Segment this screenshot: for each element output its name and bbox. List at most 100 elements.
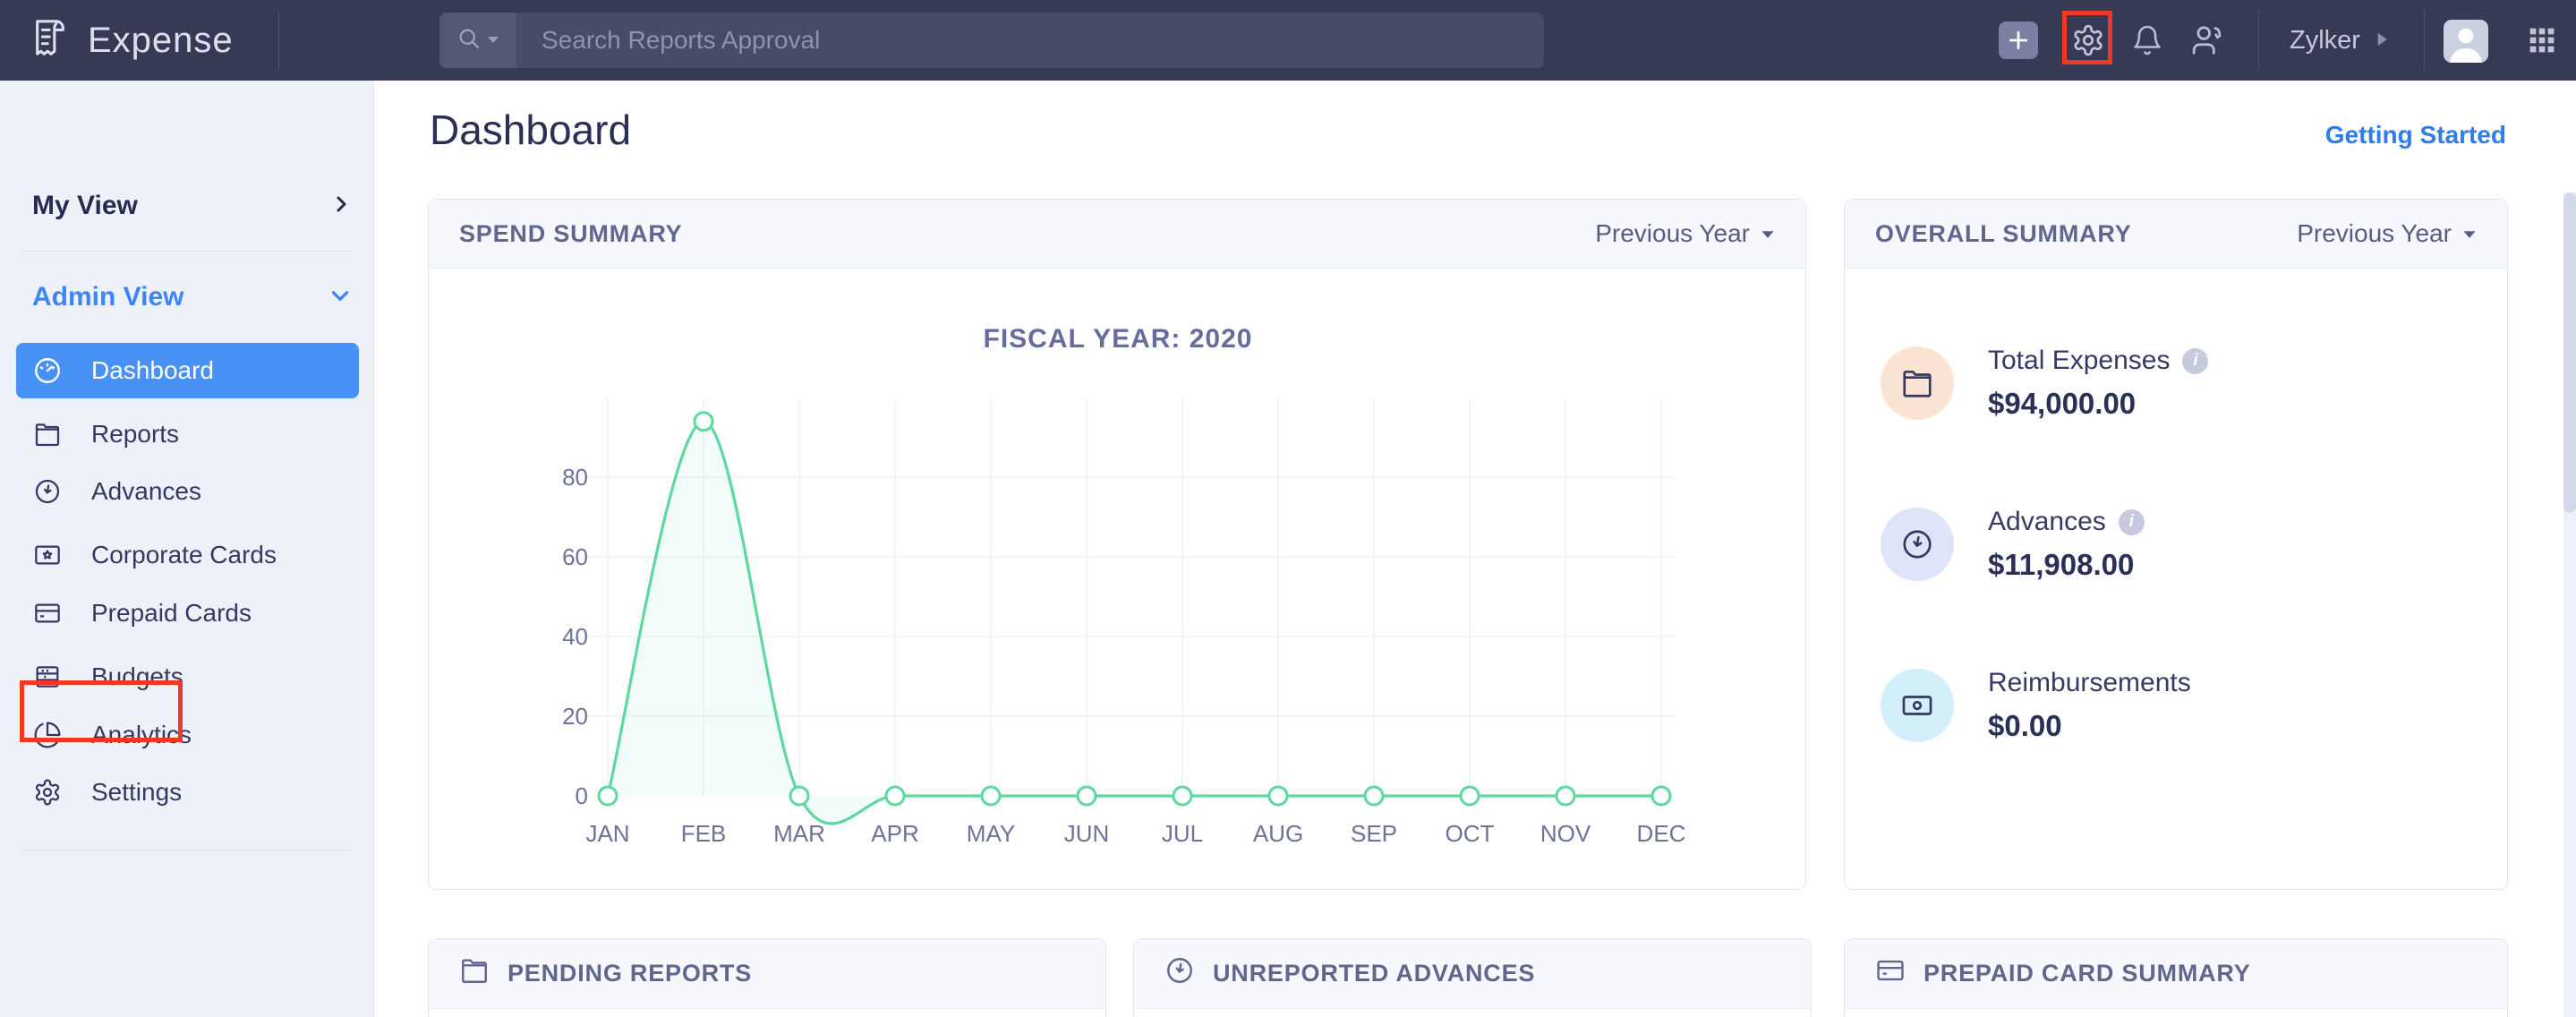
- sidebar-item-prepaid-cards[interactable]: Prepaid Cards: [16, 593, 359, 634]
- org-name: Zylker: [2290, 25, 2360, 55]
- caret-down-icon: [2463, 230, 2476, 238]
- reimbursements-value: $0.00: [1988, 709, 2062, 742]
- topbar-divider: [2424, 11, 2425, 70]
- sidebar-item-settings[interactable]: Settings: [16, 772, 359, 813]
- unreported-advances-card: UNREPORTED ADVANCES: [1133, 938, 1812, 1017]
- chevron-right-icon: [2375, 26, 2389, 56]
- svg-text:JUN: JUN: [1064, 820, 1110, 847]
- svg-text:JAN: JAN: [585, 820, 629, 847]
- topbar-divider: [2258, 11, 2259, 70]
- search-icon: [456, 26, 482, 56]
- apps-grid-icon[interactable]: [2522, 0, 2562, 81]
- dashboard-gauge-icon: [32, 355, 63, 386]
- search-bar: [439, 13, 1544, 68]
- overall-summary-header: OVERALL SUMMARY Previous Year: [1845, 200, 2507, 269]
- card-icon: [32, 598, 63, 628]
- clock-icon: [1164, 955, 1195, 992]
- clock-icon: [1881, 508, 1954, 581]
- overall-summary-card: OVERALL SUMMARY Previous Year Total Expe…: [1844, 199, 2508, 890]
- chevron-right-icon: [330, 193, 352, 219]
- user-avatar[interactable]: [2444, 20, 2488, 63]
- sidebar-item-advances[interactable]: Advances: [16, 471, 359, 512]
- svg-text:NOV: NOV: [1540, 820, 1591, 847]
- pending-reports-header: PENDING REPORTS: [429, 939, 1105, 1009]
- receipt-logo-icon: [30, 16, 72, 65]
- total-expenses-row: Total Expenses i $94,000.00: [1881, 346, 2507, 421]
- svg-text:FISCAL YEAR: 2020: FISCAL YEAR: 2020: [984, 324, 1253, 354]
- prepaid-card-summary-header: PREPAID CARD SUMMARY: [1845, 939, 2507, 1009]
- referral-users-button[interactable]: [2184, 0, 2232, 81]
- topbar-divider: [278, 11, 279, 70]
- topbar: Expense: [0, 0, 2576, 81]
- info-icon[interactable]: i: [2182, 347, 2209, 374]
- page-title: Dashboard: [430, 107, 632, 153]
- total-expenses-value: $94,000.00: [1988, 387, 2137, 420]
- prepaid-card-summary-title: PREPAID CARD SUMMARY: [1923, 960, 2251, 987]
- pending-reports-title: PENDING REPORTS: [508, 960, 753, 987]
- spend-chart-area: 0 20 40 60 80 JAN FEB MAR APR MAY JUN JUL AUG SEP OCT N…: [429, 269, 1805, 889]
- prepaid-card-summary-card: PREPAID CARD SUMMARY: [1844, 938, 2508, 1017]
- settings-gear-button[interactable]: [2068, 20, 2108, 61]
- folder-icon: [1881, 346, 1954, 420]
- sidebar-section-my-view[interactable]: My View: [32, 184, 352, 227]
- reimbursements-row: Reimbursements $0.00: [1881, 668, 2507, 743]
- org-switcher[interactable]: Zylker: [2290, 0, 2389, 81]
- sidebar-item-budgets[interactable]: Budgets: [16, 656, 359, 697]
- spend-summary-card: SPEND SUMMARY Previous Year 0 20 40 60 80 JAN…: [428, 199, 1806, 890]
- sidebar: My View Admin View Dashboard: [0, 81, 374, 1017]
- quick-create-button[interactable]: [1999, 21, 2038, 59]
- sidebar-item-dashboard[interactable]: Dashboard: [16, 343, 359, 398]
- chevron-down-icon: [328, 284, 352, 312]
- sidebar-item-reports[interactable]: Reports: [16, 414, 359, 455]
- search-input[interactable]: [516, 13, 1544, 68]
- svg-text:JUL: JUL: [1162, 820, 1203, 847]
- sidebar-section-admin-view[interactable]: Admin View: [32, 276, 352, 319]
- svg-text:60: 60: [562, 543, 588, 570]
- folder-icon: [459, 955, 490, 992]
- notifications-bell-button[interactable]: [2125, 0, 2170, 81]
- svg-text:FEB: FEB: [681, 820, 727, 847]
- svg-text:SEP: SEP: [1351, 820, 1397, 847]
- scrollbar-thumb[interactable]: [2563, 192, 2576, 513]
- svg-text:MAR: MAR: [773, 820, 825, 847]
- main-content: Dashboard Getting Started SPEND SUMMARY …: [375, 81, 2576, 1017]
- brand-name: Expense: [88, 20, 234, 60]
- svg-text:40: 40: [562, 623, 588, 650]
- card-star-icon: [32, 540, 63, 570]
- overall-summary-title: OVERALL SUMMARY: [1875, 219, 2132, 247]
- banknote-icon: [1881, 669, 1954, 742]
- svg-text:MAY: MAY: [967, 820, 1015, 847]
- unreported-advances-title: UNREPORTED ADVANCES: [1213, 960, 1536, 987]
- spend-summary-period-dropdown[interactable]: Previous Year: [1595, 219, 1775, 248]
- sidebar-divider: [21, 251, 352, 252]
- gear-icon: [32, 777, 63, 808]
- svg-text:AUG: AUG: [1253, 820, 1303, 847]
- svg-text:OCT: OCT: [1446, 820, 1495, 847]
- advances-row: Advances i $11,908.00: [1881, 507, 2507, 582]
- spend-summary-title: SPEND SUMMARY: [459, 219, 683, 247]
- caret-down-icon: [487, 32, 499, 48]
- info-icon[interactable]: i: [2118, 508, 2145, 535]
- advances-value: $11,908.00: [1988, 548, 2135, 581]
- overall-summary-period-dropdown[interactable]: Previous Year: [2297, 219, 2477, 248]
- svg-text:DEC: DEC: [1637, 820, 1686, 847]
- sidebar-item-corporate-cards[interactable]: Corporate Cards: [16, 534, 359, 576]
- pie-chart-icon: [32, 720, 63, 750]
- caret-down-icon: [1761, 230, 1774, 238]
- sidebar-item-analytics[interactable]: Analytics: [16, 714, 359, 756]
- clock-icon: [32, 476, 63, 507]
- unreported-advances-header: UNREPORTED ADVANCES: [1134, 939, 1811, 1009]
- svg-text:80: 80: [562, 464, 588, 491]
- app-logo[interactable]: Expense: [30, 0, 234, 81]
- svg-text:0: 0: [576, 782, 588, 809]
- getting-started-link[interactable]: Getting Started: [2324, 121, 2506, 149]
- spend-summary-header: SPEND SUMMARY Previous Year: [429, 200, 1805, 269]
- search-scope-dropdown[interactable]: [439, 13, 516, 68]
- svg-text:20: 20: [562, 703, 588, 730]
- card-icon: [1875, 955, 1906, 992]
- overall-summary-body: Total Expenses i $94,000.00 Advances i $11…: [1845, 269, 2507, 743]
- pending-reports-card: PENDING REPORTS: [428, 938, 1106, 1017]
- abacus-icon: [32, 662, 63, 692]
- folder-icon: [32, 419, 63, 449]
